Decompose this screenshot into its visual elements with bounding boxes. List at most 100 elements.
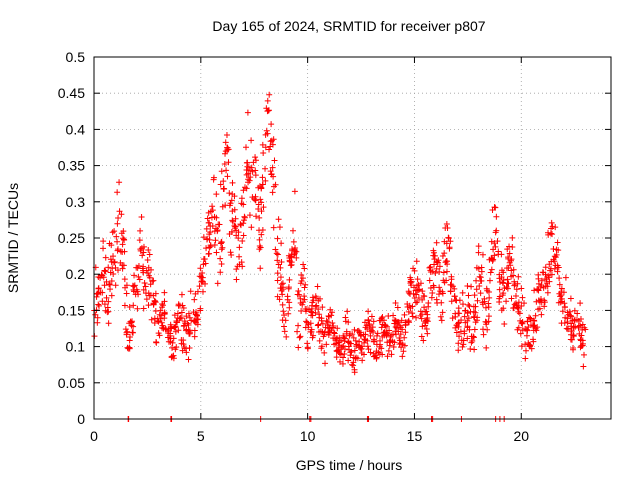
data-point xyxy=(430,282,437,289)
data-point xyxy=(470,313,477,320)
data-point xyxy=(259,226,266,233)
data-point xyxy=(399,341,406,348)
data-point xyxy=(581,351,588,358)
data-point xyxy=(274,270,281,277)
data-point xyxy=(356,338,363,345)
data-point xyxy=(498,307,505,314)
data-point xyxy=(228,197,235,204)
data-point xyxy=(519,294,526,301)
data-point xyxy=(501,285,508,292)
x-tick-label: 5 xyxy=(197,428,205,444)
data-point xyxy=(229,218,236,225)
data-point xyxy=(506,243,513,250)
data-point xyxy=(427,263,434,270)
data-point xyxy=(409,313,416,320)
data-point xyxy=(365,317,372,324)
data-point xyxy=(423,308,430,315)
data-point xyxy=(378,324,385,331)
data-point xyxy=(223,131,230,138)
data-point xyxy=(506,259,513,266)
data-point xyxy=(322,324,329,331)
data-point xyxy=(373,348,380,355)
data-point xyxy=(222,139,229,146)
data-point xyxy=(459,289,466,296)
data-point xyxy=(112,282,119,289)
data-point xyxy=(353,343,360,350)
data-point xyxy=(455,310,462,317)
data-point xyxy=(438,317,445,324)
data-point xyxy=(558,295,565,302)
y-tick-label: 0.5 xyxy=(66,49,86,65)
data-point xyxy=(339,360,346,367)
data-point xyxy=(193,316,200,323)
data-point xyxy=(321,349,328,356)
data-point xyxy=(472,303,479,310)
data-point xyxy=(485,313,492,320)
data-point xyxy=(143,296,150,303)
data-point xyxy=(266,91,273,98)
data-point xyxy=(185,310,192,317)
data-point xyxy=(161,289,168,296)
data-point xyxy=(385,313,392,320)
data-point xyxy=(241,213,248,220)
data-point xyxy=(345,319,352,326)
data-point xyxy=(213,191,220,198)
data-point xyxy=(472,309,479,316)
data-point xyxy=(92,311,99,318)
data-point xyxy=(191,333,198,340)
data-point xyxy=(352,337,359,344)
data-points xyxy=(91,91,589,422)
data-point xyxy=(171,312,178,319)
data-point xyxy=(484,287,491,294)
data-point xyxy=(93,293,100,300)
data-point xyxy=(267,168,274,175)
data-point xyxy=(134,264,141,271)
data-point xyxy=(491,240,498,247)
data-point xyxy=(203,225,210,232)
data-point xyxy=(295,287,302,294)
data-point xyxy=(443,268,450,275)
data-point xyxy=(122,284,129,291)
data-point xyxy=(562,274,569,281)
data-point xyxy=(361,339,368,346)
data-point xyxy=(170,335,177,342)
data-point xyxy=(274,235,281,242)
data-point xyxy=(130,323,137,330)
data-point xyxy=(350,334,357,341)
data-point xyxy=(333,335,340,342)
data-point xyxy=(233,276,240,283)
data-point xyxy=(470,333,477,340)
data-point xyxy=(361,319,368,326)
data-point xyxy=(439,290,446,297)
data-point xyxy=(356,329,363,336)
data-point xyxy=(268,171,275,178)
data-point xyxy=(559,308,566,315)
data-point xyxy=(557,299,564,306)
data-point xyxy=(366,322,373,329)
data-point xyxy=(307,328,314,335)
data-point xyxy=(178,336,185,343)
data-point xyxy=(377,317,384,324)
data-point xyxy=(259,141,266,148)
data-point xyxy=(109,229,116,236)
data-point xyxy=(477,290,484,297)
data-point xyxy=(269,164,276,171)
data-point xyxy=(172,328,179,335)
data-point xyxy=(229,208,236,215)
y-tick-label: 0.15 xyxy=(58,302,85,318)
data-point xyxy=(425,300,432,307)
data-point xyxy=(130,302,137,309)
data-point xyxy=(401,311,408,318)
data-point xyxy=(111,228,118,235)
data-point xyxy=(551,258,558,265)
data-point xyxy=(382,322,389,329)
data-point xyxy=(258,208,265,215)
data-point xyxy=(106,281,113,288)
data-point xyxy=(513,286,520,293)
data-point xyxy=(483,344,490,351)
data-point xyxy=(501,320,508,327)
data-point xyxy=(411,267,418,274)
data-point xyxy=(301,265,308,272)
data-point xyxy=(475,249,482,256)
